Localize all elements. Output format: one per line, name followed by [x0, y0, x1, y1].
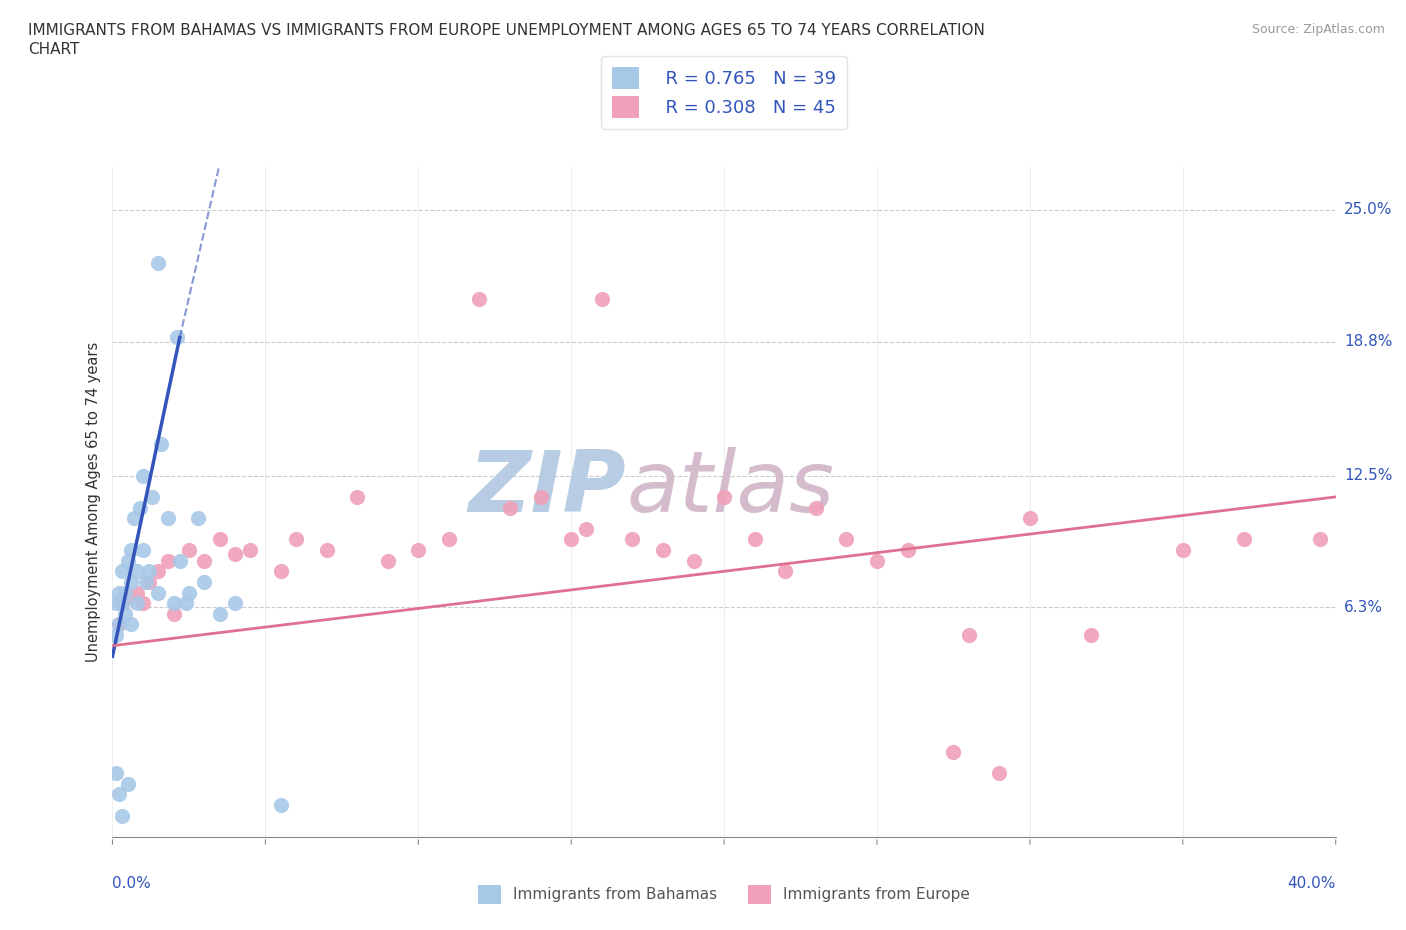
- Point: [150, 436, 173, 451]
- Point: [120, 575, 142, 590]
- Point: [408, 542, 430, 557]
- Point: [988, 765, 1011, 780]
- Text: 40.0%: 40.0%: [1288, 876, 1336, 891]
- Point: [177, 542, 200, 557]
- Point: [224, 596, 246, 611]
- Point: [141, 489, 163, 504]
- Point: [148, 256, 170, 271]
- Point: [270, 798, 292, 813]
- Point: [804, 500, 827, 515]
- Point: [270, 564, 292, 578]
- Point: [560, 532, 582, 547]
- Point: [104, 596, 127, 611]
- Point: [529, 489, 551, 504]
- Point: [135, 575, 157, 590]
- Point: [117, 590, 139, 604]
- Point: [942, 745, 965, 760]
- Point: [377, 553, 399, 568]
- Point: [120, 617, 142, 631]
- Point: [111, 808, 134, 823]
- Point: [132, 596, 155, 611]
- Point: [132, 468, 155, 483]
- Point: [835, 532, 858, 547]
- Point: [1309, 532, 1331, 547]
- Text: 0.0%: 0.0%: [112, 876, 152, 891]
- Point: [125, 596, 148, 611]
- Point: [284, 532, 308, 547]
- Point: [156, 553, 179, 568]
- Point: [621, 532, 644, 547]
- Point: [120, 542, 142, 557]
- Point: [138, 564, 160, 578]
- Point: [117, 777, 139, 791]
- Text: IMMIGRANTS FROM BAHAMAS VS IMMIGRANTS FROM EUROPE UNEMPLOYMENT AMONG AGES 65 TO : IMMIGRANTS FROM BAHAMAS VS IMMIGRANTS FR…: [28, 23, 986, 38]
- Point: [575, 522, 598, 537]
- Point: [957, 628, 980, 643]
- Point: [104, 765, 127, 780]
- Point: [169, 553, 191, 568]
- Text: 12.5%: 12.5%: [1344, 468, 1392, 483]
- Point: [866, 553, 889, 568]
- Point: [468, 292, 491, 307]
- Point: [122, 511, 145, 525]
- Point: [107, 585, 129, 600]
- Point: [499, 500, 522, 515]
- Point: [713, 489, 735, 504]
- Y-axis label: Unemployment Among Ages 65 to 74 years: Unemployment Among Ages 65 to 74 years: [86, 342, 101, 662]
- Point: [114, 585, 136, 600]
- Point: [437, 532, 460, 547]
- Text: 6.3%: 6.3%: [1344, 600, 1384, 615]
- Text: ZIP: ZIP: [468, 447, 626, 530]
- Text: 25.0%: 25.0%: [1344, 203, 1392, 218]
- Point: [682, 553, 704, 568]
- Point: [111, 564, 134, 578]
- Point: [111, 596, 134, 611]
- Point: [104, 628, 127, 643]
- Point: [773, 564, 796, 578]
- Point: [652, 542, 675, 557]
- Point: [107, 617, 129, 631]
- Point: [114, 606, 136, 621]
- Point: [125, 585, 148, 600]
- Point: [315, 542, 337, 557]
- Point: [897, 542, 920, 557]
- Point: [174, 596, 197, 611]
- Point: [744, 532, 766, 547]
- Point: [156, 511, 179, 525]
- Point: [224, 547, 246, 562]
- Point: [125, 564, 148, 578]
- Text: atlas: atlas: [626, 447, 834, 530]
- Point: [193, 553, 215, 568]
- Point: [239, 542, 262, 557]
- Text: Source: ZipAtlas.com: Source: ZipAtlas.com: [1251, 23, 1385, 36]
- Point: [177, 585, 200, 600]
- Point: [132, 542, 155, 557]
- Legend: Immigrants from Bahamas, Immigrants from Europe: Immigrants from Bahamas, Immigrants from…: [472, 879, 976, 910]
- Point: [1171, 542, 1194, 557]
- Point: [107, 617, 129, 631]
- Text: 18.8%: 18.8%: [1344, 334, 1392, 349]
- Point: [111, 596, 134, 611]
- Point: [163, 596, 186, 611]
- Point: [166, 330, 188, 345]
- Point: [163, 606, 186, 621]
- Point: [148, 564, 170, 578]
- Point: [346, 489, 368, 504]
- Point: [591, 292, 613, 307]
- Point: [1233, 532, 1256, 547]
- Point: [138, 575, 160, 590]
- Point: [148, 585, 170, 600]
- Point: [193, 575, 215, 590]
- Point: [107, 787, 129, 802]
- Point: [1018, 511, 1040, 525]
- Point: [208, 606, 231, 621]
- Text: CHART: CHART: [28, 42, 80, 57]
- Point: [117, 553, 139, 568]
- Point: [1080, 628, 1102, 643]
- Point: [129, 500, 152, 515]
- Point: [187, 511, 209, 525]
- Point: [208, 532, 231, 547]
